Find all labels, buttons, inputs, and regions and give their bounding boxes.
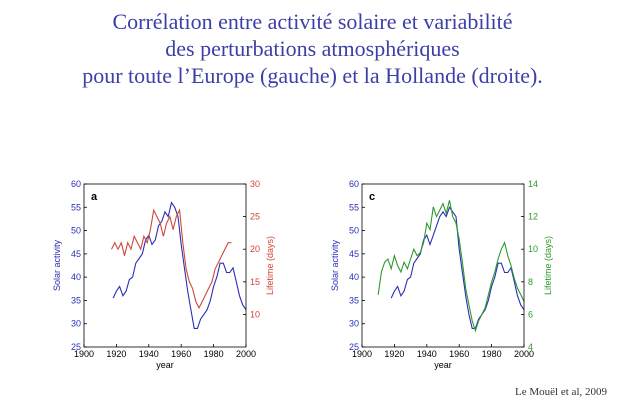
y-left-tick-label: 30 [349, 319, 359, 329]
citation: Le Mouël et al, 2009 [515, 386, 607, 398]
x-tick-label: 1920 [384, 349, 404, 359]
y-right-tick-label: 30 [250, 179, 260, 189]
title-line-2: des perturbations atmosphériques [165, 36, 460, 61]
y-left-tick-label: 30 [71, 319, 81, 329]
y-left-tick-label: 25 [71, 342, 81, 352]
y-left-tick-label: 40 [349, 272, 359, 282]
y-right-tick-label: 15 [250, 277, 260, 287]
y-right-tick-label: 12 [528, 212, 538, 222]
chart-svg: 1900 1920 1940 1960 1980 2000 25 30 35 40 45 50 55 60… [330, 179, 553, 370]
chart-europe: 1900 1920 1940 1960 1980 2000 25 30 35 40 45 50 55 60… [48, 172, 298, 377]
y-left-tick-label: 55 [71, 202, 81, 212]
x-tick-label: 1980 [204, 349, 224, 359]
y-right-tick-label: 14 [528, 179, 538, 189]
y-right-tick-label: 20 [250, 244, 260, 254]
x-tick-label: 1960 [171, 349, 191, 359]
x-tick-label: 1900 [74, 349, 94, 359]
panel-label: a [91, 191, 98, 203]
y-right-tick-label: 10 [528, 244, 538, 254]
chart-svg: 1900 1920 1940 1960 1980 2000 25 30 35 40 45 50 55 60… [52, 179, 275, 370]
x-tick-label: 1960 [449, 349, 469, 359]
y-left-tick-label: 50 [71, 226, 81, 236]
y-right-tick-label: 10 [250, 309, 260, 319]
x-axis-label: year [156, 360, 174, 370]
y-left-tick-label: 50 [349, 226, 359, 236]
x-tick-label: 2000 [514, 349, 534, 359]
x-tick-label: 1980 [482, 349, 502, 359]
x-tick-label: 1900 [352, 349, 372, 359]
x-axis-label: year [434, 360, 452, 370]
x-tick-label: 1920 [106, 349, 126, 359]
solar-activity-line [112, 201, 247, 329]
slide-title: Corrélation entre activité solaire et va… [0, 8, 625, 89]
chart-holland: 1900 1920 1940 1960 1980 2000 25 30 35 40 45 50 55 60… [326, 172, 576, 377]
y-left-tick-label: 25 [349, 342, 359, 352]
y-right-axis-label: Lifetime (days) [265, 236, 275, 295]
y-right-tick-label: 6 [528, 309, 533, 319]
y-left-axis-label: Solar activity [330, 239, 340, 291]
y-right-tick-label: 4 [528, 342, 533, 352]
y-left-tick-label: 35 [349, 295, 359, 305]
y-left-axis-label: Solar activity [52, 239, 62, 291]
y-left-tick-label: 60 [349, 179, 359, 189]
y-left-tick-label: 60 [71, 179, 81, 189]
y-left-tick-label: 45 [71, 249, 81, 259]
lifetime-line [377, 200, 525, 333]
y-right-axis-label: Lifetime (days) [543, 236, 553, 295]
y-right-tick-label: 8 [528, 277, 533, 287]
solar-activity-line [390, 206, 525, 329]
x-tick-label: 2000 [236, 349, 256, 359]
x-tick-label: 1940 [417, 349, 437, 359]
lifetime-line [111, 208, 232, 310]
plot-frame [361, 183, 525, 348]
y-left-tick-label: 45 [349, 249, 359, 259]
panel-label: c [369, 191, 375, 203]
title-line-1: Corrélation entre activité solaire et va… [112, 9, 513, 34]
y-left-tick-label: 55 [349, 202, 359, 212]
plot-frame [83, 183, 247, 348]
title-line-3: pour toute l’Europe (gauche) et la Holla… [82, 63, 543, 88]
y-left-tick-label: 35 [71, 295, 81, 305]
y-right-tick-label: 25 [250, 212, 260, 222]
y-left-tick-label: 40 [71, 272, 81, 282]
x-tick-label: 1940 [139, 349, 159, 359]
